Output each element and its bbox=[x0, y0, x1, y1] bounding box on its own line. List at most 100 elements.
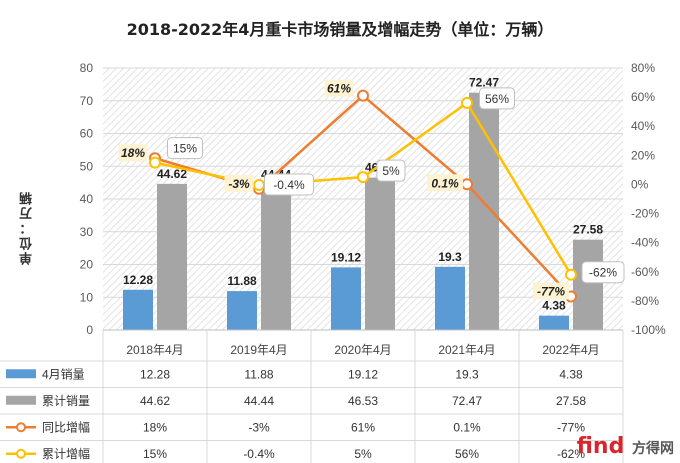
table-cell: -3% bbox=[248, 420, 270, 434]
legend-label: 同比增幅 bbox=[42, 419, 90, 434]
cum-label-box bbox=[479, 87, 515, 110]
yoy-label: 18% bbox=[121, 146, 145, 160]
cumulative-growth-point bbox=[357, 171, 369, 184]
table-cell: 19.3 bbox=[455, 367, 479, 381]
bar-cumulative bbox=[157, 183, 187, 330]
legend-swatch bbox=[6, 395, 36, 405]
bar-monthly bbox=[435, 266, 465, 330]
yoy-label-bg bbox=[324, 79, 354, 97]
bar-label-monthly: 11.88 bbox=[227, 274, 257, 288]
legend-label: 累计增幅 bbox=[42, 446, 90, 461]
x-tick-label: 2019年4月 bbox=[230, 343, 287, 357]
table-cell: 0.1% bbox=[453, 420, 481, 434]
bar-label-monthly: 19.3 bbox=[438, 250, 462, 264]
table-cell: -0.4% bbox=[243, 447, 275, 461]
cum-growth-label: 56% bbox=[485, 92, 509, 106]
yoy-label-bg bbox=[427, 174, 463, 192]
cum-growth-label: 15% bbox=[173, 142, 197, 156]
cum-growth-label: -0.4% bbox=[273, 178, 305, 192]
table-cell: 61% bbox=[351, 420, 375, 434]
bar-monthly bbox=[331, 267, 361, 330]
table-cell: 44.62 bbox=[140, 394, 170, 408]
yoy-label-bg bbox=[533, 282, 569, 300]
y-tick-right: -60% bbox=[631, 265, 659, 279]
bar-monthly bbox=[123, 289, 153, 330]
table-cell: 4.38 bbox=[559, 367, 583, 381]
y-tick-right: 60% bbox=[631, 90, 655, 104]
y-tick-left: 60 bbox=[80, 127, 94, 141]
table-cell: 19.12 bbox=[348, 367, 378, 381]
yoy-label-bg bbox=[224, 174, 254, 192]
y-tick-right: 80% bbox=[631, 61, 655, 75]
cum-growth-label: 5% bbox=[382, 164, 400, 178]
cumulative-growth-point bbox=[253, 179, 265, 192]
watermark: find 方得网 bbox=[576, 434, 674, 459]
table-cell: 44.44 bbox=[244, 394, 274, 408]
y-tick-right: -100% bbox=[631, 323, 666, 337]
legend-label: 4月销量 bbox=[42, 367, 85, 381]
y-tick-left: 30 bbox=[80, 225, 94, 239]
cum-label-box bbox=[581, 261, 625, 284]
table-cell: -77% bbox=[557, 420, 585, 434]
x-tick-label: 2022年4月 bbox=[542, 343, 599, 357]
bar-label-monthly: 19.12 bbox=[331, 250, 361, 264]
yoy-label: 61% bbox=[327, 82, 351, 96]
bar-cumulative bbox=[365, 177, 395, 330]
y-tick-left: 70 bbox=[80, 94, 94, 108]
bar-cumulative bbox=[573, 239, 603, 330]
bar-label-cumulative: 44.62 bbox=[157, 167, 187, 181]
x-tick-label: 2018年4月 bbox=[126, 343, 183, 357]
bar-label-monthly: 12.28 bbox=[123, 273, 153, 287]
bar-label-monthly: 4.38 bbox=[542, 299, 566, 313]
bar-cumulative bbox=[469, 92, 499, 330]
legend-marker bbox=[16, 422, 26, 433]
yoy-growth-point bbox=[461, 178, 473, 191]
cumulative-growth-point bbox=[461, 96, 473, 109]
yoy-label: -3% bbox=[228, 177, 250, 191]
bar-monthly bbox=[227, 291, 257, 330]
table-cell: 5% bbox=[354, 447, 372, 461]
legend-swatch bbox=[6, 369, 36, 379]
bar-cumulative bbox=[261, 184, 291, 330]
cum-label-box bbox=[376, 159, 406, 182]
table-cell: 12.28 bbox=[140, 367, 170, 381]
bar-label-cumulative: 27.58 bbox=[573, 223, 603, 237]
bar-label-cumulative: 72.47 bbox=[469, 76, 499, 90]
yoy-label: 0.1% bbox=[431, 176, 459, 190]
yoy-growth-point bbox=[357, 89, 369, 102]
cum-label-box bbox=[264, 173, 314, 196]
table-cell: 27.58 bbox=[556, 394, 586, 408]
table-cell: 72.47 bbox=[452, 394, 482, 408]
cum-growth-label: -62% bbox=[589, 266, 617, 280]
y-tick-left: 0 bbox=[86, 323, 93, 337]
y-tick-right: 0% bbox=[631, 177, 649, 191]
cum-label-box bbox=[167, 137, 203, 160]
y-tick-left: 20 bbox=[80, 258, 94, 272]
y-tick-left: 50 bbox=[80, 159, 94, 173]
chart-title: 2018-2022年4月重卡市场销量及增幅走势（单位：万辆） bbox=[126, 20, 554, 39]
table-cell: 15% bbox=[143, 447, 167, 461]
x-tick-label: 2021年4月 bbox=[438, 343, 495, 357]
table-cell: 18% bbox=[143, 420, 167, 434]
x-tick-label: 2020年4月 bbox=[334, 343, 391, 357]
y-tick-right: -40% bbox=[631, 236, 659, 250]
bar-monthly bbox=[539, 315, 569, 330]
y-tick-right: -20% bbox=[631, 207, 659, 221]
y-tick-right: 20% bbox=[631, 148, 655, 162]
yoy-label-bg bbox=[118, 144, 148, 162]
y-tick-right: 40% bbox=[631, 119, 655, 133]
cumulative-growth-point bbox=[565, 268, 577, 281]
table-cell: -62% bbox=[557, 447, 585, 461]
y-tick-left: 10 bbox=[80, 290, 94, 304]
table-cell: 56% bbox=[455, 447, 479, 461]
y-tick-left: 80 bbox=[80, 61, 94, 75]
legend-marker bbox=[16, 448, 26, 459]
table-cell: 11.88 bbox=[244, 367, 273, 381]
legend-label: 累计销量 bbox=[42, 394, 90, 408]
y-tick-right: -80% bbox=[631, 294, 659, 308]
table-cell: 46.53 bbox=[348, 394, 378, 408]
yoy-label: -77% bbox=[537, 285, 565, 299]
y-tick-left: 40 bbox=[80, 192, 94, 206]
cumulative-growth-point bbox=[149, 156, 161, 169]
